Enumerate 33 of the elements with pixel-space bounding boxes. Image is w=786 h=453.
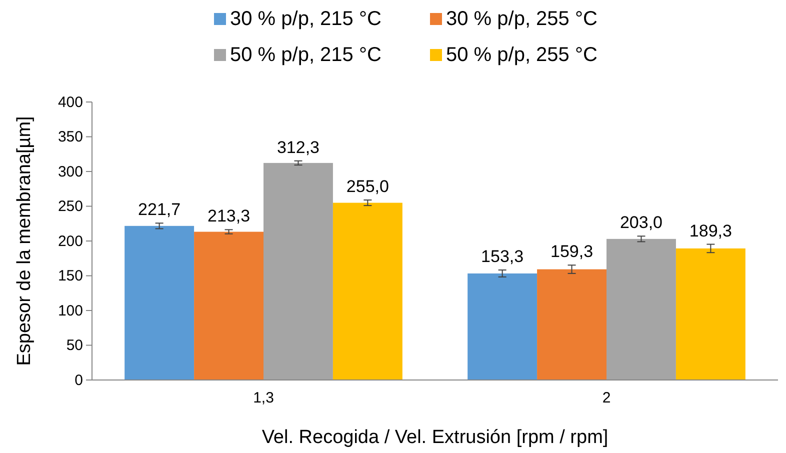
bar: [264, 162, 333, 380]
data-label: 312,3: [276, 138, 320, 157]
data-label: 159,3: [550, 242, 594, 262]
x-axis-title: Vel. Recogida / Vel. Extrusión [rpm / rpm]: [262, 427, 608, 448]
y-tick-label: 100: [58, 302, 83, 320]
y-tick-label: 200: [58, 232, 83, 250]
y-tick-label: 400: [58, 94, 83, 111]
legend-label: 30 % p/p, 255 °C: [446, 8, 598, 30]
y-tick-label: 50: [66, 337, 83, 354]
data-label: 213,3: [208, 206, 250, 226]
legend-label: 30 % p/p, 215 °C: [230, 8, 382, 30]
data-label: 153,3: [481, 246, 524, 266]
y-tick-label: 300: [58, 163, 83, 180]
legend-label: 50 % p/p, 215 °C: [230, 44, 382, 66]
legend-label: 50 % p/p, 255 °C: [446, 44, 598, 66]
bar: [676, 248, 746, 380]
y-tick-label: 350: [58, 128, 83, 146]
x-tick-label: 2: [602, 390, 611, 407]
data-label: 221,7: [138, 200, 181, 220]
bar: [124, 226, 194, 380]
data-label: 189,3: [689, 221, 732, 240]
y-tick-label: 0: [74, 372, 83, 389]
bar: [537, 269, 606, 380]
x-tick-label: 1,3: [253, 390, 274, 407]
bar: [194, 232, 264, 380]
bar: [468, 273, 538, 380]
y-tick-label: 150: [58, 268, 83, 285]
data-label: 255,0: [346, 176, 389, 196]
bar: [332, 202, 402, 380]
y-tick-label: 250: [58, 198, 83, 216]
bar: [606, 238, 676, 380]
data-label: 203,0: [620, 213, 662, 232]
y-axis-title: Espesor de la membrana[µm]: [14, 116, 35, 366]
